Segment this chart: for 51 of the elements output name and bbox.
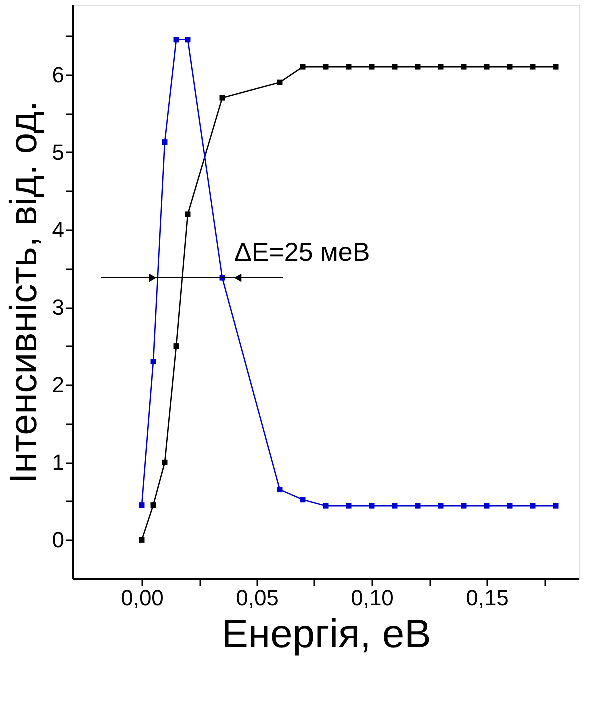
point xyxy=(323,64,329,70)
point xyxy=(415,64,421,70)
point xyxy=(461,503,467,509)
point xyxy=(150,502,156,508)
point xyxy=(139,537,145,543)
point xyxy=(162,460,168,466)
point xyxy=(162,140,168,146)
point xyxy=(530,503,536,509)
point xyxy=(346,503,352,509)
point xyxy=(220,95,226,101)
point xyxy=(185,212,191,218)
point xyxy=(300,497,306,503)
y-tick-label: 0 xyxy=(52,528,64,553)
point xyxy=(174,344,180,350)
point xyxy=(415,503,421,509)
y-tick-label: 3 xyxy=(52,295,64,320)
annotation: ΔE=25 меВ xyxy=(234,237,370,268)
point xyxy=(174,37,180,43)
point xyxy=(530,64,536,70)
x-tick-label: 0,15 xyxy=(466,586,509,610)
point xyxy=(553,503,559,509)
x-tick-label: 0,00 xyxy=(121,586,164,610)
point xyxy=(300,64,306,70)
y-tick-label: 2 xyxy=(52,372,64,398)
point xyxy=(139,502,145,508)
point xyxy=(185,37,191,43)
x-tick-label: 0,05 xyxy=(236,586,279,610)
point xyxy=(392,64,398,70)
point xyxy=(438,503,444,509)
point xyxy=(323,503,329,509)
y-tick-label: 4 xyxy=(52,217,64,242)
point xyxy=(507,64,513,70)
point xyxy=(369,503,375,509)
point xyxy=(369,64,375,70)
point xyxy=(277,80,283,86)
point xyxy=(438,64,444,70)
y-axis-title: Інтенсивність, від. од. xyxy=(3,101,46,484)
point xyxy=(484,64,490,70)
point xyxy=(461,64,467,70)
point xyxy=(507,503,513,509)
point xyxy=(346,64,352,70)
point xyxy=(277,487,283,493)
y-tick-label: 1 xyxy=(52,450,64,476)
x-axis-title: Енергія, еВ xyxy=(222,612,432,656)
y-tick-label: 6 xyxy=(52,62,64,88)
y-tick-label: 5 xyxy=(52,140,64,165)
point xyxy=(553,64,559,70)
point xyxy=(150,359,156,365)
point xyxy=(484,503,490,509)
x-tick-label: 0,10 xyxy=(351,586,394,610)
point xyxy=(392,503,398,509)
